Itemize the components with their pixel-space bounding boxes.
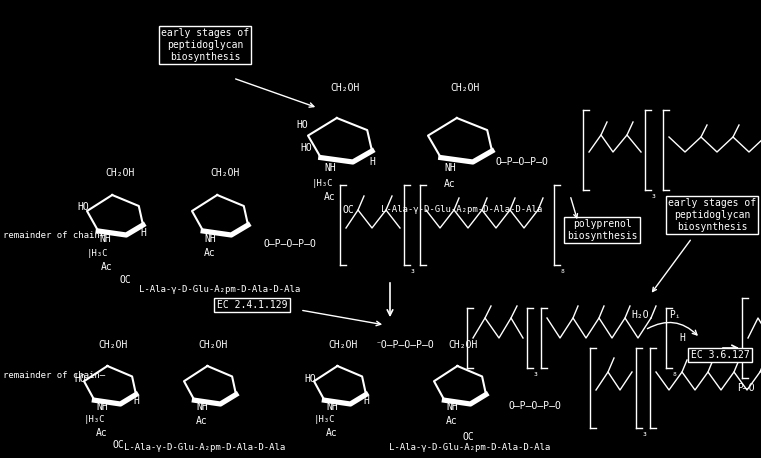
Text: HO: HO [74,374,86,384]
Text: L-Ala-γ-D-Glu-A₂pm-D-Ala-D-Ala: L-Ala-γ-D-Glu-A₂pm-D-Ala-D-Ala [381,206,543,214]
Text: NH: NH [196,402,208,412]
Text: Ac: Ac [101,262,113,272]
Text: H: H [140,228,146,238]
Text: NH: NH [324,163,336,173]
Text: L-Ala-γ-D-Glu-A₂pm-D-Ala-D-Ala: L-Ala-γ-D-Glu-A₂pm-D-Ala-D-Ala [390,443,551,453]
Text: ⁻O–P–O–P–O: ⁻O–P–O–P–O [376,340,435,350]
Text: CH₂OH: CH₂OH [448,340,478,350]
Text: Ac: Ac [446,416,458,426]
Text: polyprenol
biosynthesis: polyprenol biosynthesis [567,219,637,241]
Text: NH: NH [96,402,108,412]
Text: O–P–O–P–O: O–P–O–P–O [263,239,317,249]
Text: O–P–O–P–O: O–P–O–P–O [495,157,549,167]
Text: NH: NH [204,234,216,244]
Text: CH₂OH: CH₂OH [199,340,228,350]
Text: OC: OC [119,275,131,285]
Text: NH: NH [446,402,458,412]
Text: NH: NH [444,163,456,173]
Text: CH₂OH: CH₂OH [451,83,479,93]
Text: Ac: Ac [444,179,456,189]
Text: ₃: ₃ [650,190,656,200]
Text: Ac: Ac [326,428,338,438]
Text: H: H [363,396,369,406]
Text: ₈: ₈ [559,265,565,275]
Text: ₈: ₈ [671,368,677,378]
Text: |H₃C: |H₃C [83,415,105,425]
Text: |H₃C: |H₃C [86,249,108,257]
Text: Ac: Ac [324,192,336,202]
Text: HO: HO [296,120,308,130]
Text: H: H [569,223,575,233]
Text: CH₂OH: CH₂OH [330,83,360,93]
Text: NH: NH [326,402,338,412]
Text: ₃: ₃ [641,428,647,438]
Text: ₃: ₃ [409,265,415,275]
Text: EC 2.4.1.129: EC 2.4.1.129 [217,300,287,310]
Text: OC: OC [342,205,354,215]
Text: HO: HO [304,374,316,384]
Text: remainder of chain—: remainder of chain— [3,230,105,240]
Text: CH₂OH: CH₂OH [328,340,358,350]
Text: NH: NH [99,234,111,244]
Text: O–P–O–P–O: O–P–O–P–O [508,401,562,411]
Text: Ac: Ac [204,248,216,258]
Text: CH₂OH: CH₂OH [98,340,128,350]
Text: |H₃C: |H₃C [314,415,335,425]
Text: L-Ala-γ-D-Glu-A₂pm-D-Ala-D-Ala: L-Ala-γ-D-Glu-A₂pm-D-Ala-D-Ala [124,443,285,453]
Text: L-Ala-γ-D-Glu-A₂pm-D-Ala-D-Ala: L-Ala-γ-D-Glu-A₂pm-D-Ala-D-Ala [139,285,301,294]
Text: HO: HO [300,143,312,153]
Text: P–O: P–O [737,383,755,393]
Text: OC: OC [112,440,124,450]
Text: H: H [133,396,139,406]
Text: HO: HO [77,202,89,212]
Text: Ac: Ac [96,428,108,438]
Text: ₃: ₃ [532,368,538,378]
Text: H: H [679,333,685,343]
Text: OC: OC [462,432,474,442]
Text: early stages of
peptidoglycan
biosynthesis: early stages of peptidoglycan biosynthes… [668,198,756,232]
Text: CH₂OH: CH₂OH [210,168,240,178]
Text: early stages of
peptidoglycan
biosynthesis: early stages of peptidoglycan biosynthes… [161,28,249,61]
Text: Pᵢ: Pᵢ [669,310,681,320]
Text: Ac: Ac [196,416,208,426]
Text: CH₂OH: CH₂OH [105,168,135,178]
Text: |H₃C: |H₃C [311,179,333,187]
Text: H₂O: H₂O [631,310,649,320]
Text: remainder of chain—: remainder of chain— [3,371,105,380]
Text: H: H [369,157,375,167]
Text: EC 3.6.127: EC 3.6.127 [691,350,750,360]
